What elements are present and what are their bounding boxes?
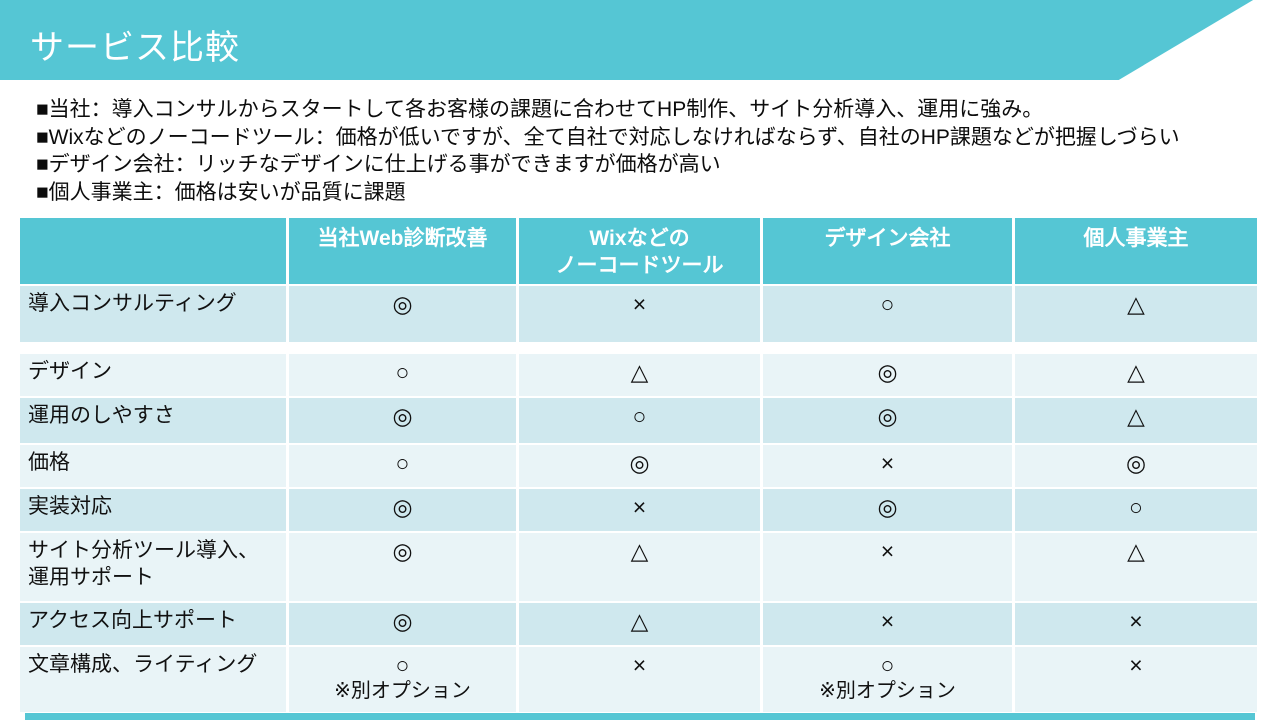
rating-cell: △ — [1015, 286, 1257, 342]
rating-symbol: △ — [630, 608, 649, 634]
rating-symbol: ◎ — [1125, 450, 1147, 476]
rating-symbol: ◎ — [392, 291, 413, 317]
column-header — [20, 218, 289, 284]
comparison-table: 当社Web診断改善 Wixなどの ノーコードツール デザイン会社 個人事業主 導… — [20, 218, 1257, 712]
table-row: 文章構成、ライティング ○ ※別オプション × ○ ※別オプション × — [20, 647, 1257, 712]
rating-symbol: ○ — [1129, 494, 1143, 520]
rating-cell: △ — [519, 533, 763, 601]
table-body: 導入コンサルティング ◎ × ○ △ デザイン ○ △ ◎ △ 運用のしやすさ ◎ ○ ◎ △ 価格 ○ ◎ × ◎ 実… — [20, 286, 1257, 712]
header-band — [0, 0, 1254, 80]
rating-symbol: × — [1129, 608, 1143, 634]
table-row: 運用のしやすさ ◎ ○ ◎ △ — [20, 398, 1257, 445]
row-label: サイト分析ツール導入、運用サポート — [20, 533, 289, 601]
rating-cell: × — [1015, 603, 1257, 645]
rating-symbol: × — [632, 291, 647, 317]
column-header: デザイン会社 — [763, 218, 1015, 284]
rating-symbol: ○ — [395, 450, 410, 476]
rating-symbol: ◎ — [392, 494, 413, 520]
rating-cell: ○ ※別オプション — [763, 647, 1015, 712]
bullet-item: ■デザイン会社：リッチなデザインに仕上げる事ができますが価格が高い — [36, 153, 721, 176]
rating-symbol: ○ — [395, 652, 410, 678]
rating-symbol: △ — [1127, 538, 1145, 564]
table-row: 導入コンサルティング ◎ × ○ △ — [20, 286, 1257, 354]
bullet-item: ■Wixなどのノーコードツール：価格が低いですが、全て自社で対応しなければならず… — [36, 125, 1180, 149]
rating-cell: × — [763, 445, 1015, 487]
rating-symbol: ◎ — [877, 494, 898, 520]
rating-cell: ◎ — [289, 489, 519, 531]
rating-symbol: ◎ — [392, 608, 413, 634]
bullet-item: ■個人事業主：価格は安いが品質に課題 — [36, 180, 406, 204]
rating-cell: ◎ — [289, 398, 519, 443]
column-header: 当社Web診断改善 — [289, 218, 519, 284]
rating-symbol: × — [1129, 652, 1143, 678]
rating-symbol: △ — [1127, 359, 1145, 385]
rating-cell: × — [519, 647, 763, 712]
rating-cell: ◎ — [289, 603, 519, 645]
rating-symbol: △ — [1127, 291, 1145, 317]
rating-symbol: ○ — [632, 403, 647, 429]
row-label: 文章構成、ライティング — [20, 647, 289, 712]
rating-cell: ◎ — [763, 354, 1015, 396]
rating-cell: ○ — [289, 354, 519, 396]
rating-cell: △ — [519, 354, 763, 396]
rating-symbol: ○ — [395, 359, 410, 385]
rating-cell: △ — [519, 603, 763, 645]
row-label: 運用のしやすさ — [20, 398, 289, 443]
row-label: アクセス向上サポート — [20, 603, 289, 645]
rating-cell: × — [763, 533, 1015, 601]
page-title: サービス比較 — [30, 29, 240, 67]
rating-cell: ○ — [1015, 489, 1257, 531]
row-label: デザイン — [20, 354, 289, 396]
rating-cell: ○ — [519, 398, 763, 443]
rating-cell: × — [763, 603, 1015, 645]
rating-cell: ○ ※別オプション — [289, 647, 519, 712]
table-row: サイト分析ツール導入、運用サポート ◎ △ × △ — [20, 533, 1257, 603]
rating-symbol: △ — [1127, 403, 1145, 429]
bullet-item: ■当社：導入コンサルからスタートして各お客様の課題に合わせてHP制作、サイト分析… — [36, 98, 1044, 121]
table-row: 実装対応 ◎ × ◎ ○ — [20, 489, 1257, 533]
rating-symbol: ○ — [880, 652, 895, 678]
row-label: 価格 — [20, 445, 289, 487]
row-label: 実装対応 — [20, 489, 289, 531]
rating-symbol: ◎ — [877, 403, 898, 429]
rating-cell: ◎ — [763, 398, 1015, 443]
rating-cell: × — [519, 489, 763, 531]
rating-cell: ◎ — [1015, 445, 1257, 487]
rating-symbol: ◎ — [392, 403, 413, 429]
column-header: Wixなどの ノーコードツール — [519, 218, 763, 284]
rating-symbol: ◎ — [877, 359, 898, 385]
rating-cell: ◎ — [289, 286, 519, 342]
rating-symbol: △ — [630, 359, 649, 385]
rating-cell: ○ — [289, 445, 519, 487]
table-header-row: 当社Web診断改善 Wixなどの ノーコードツール デザイン会社 個人事業主 — [20, 218, 1257, 286]
rating-symbol: × — [880, 608, 895, 634]
rating-symbol: ○ — [880, 291, 895, 317]
rating-symbol: ◎ — [392, 538, 413, 564]
rating-cell: × — [519, 286, 763, 342]
column-header: 個人事業主 — [1083, 227, 1189, 250]
rating-cell: △ — [1015, 398, 1257, 443]
rating-cell: ◎ — [763, 489, 1015, 531]
rating-cell: ◎ — [519, 445, 763, 487]
row-label: 導入コンサルティング — [20, 286, 289, 342]
bottom-accent-bar — [25, 713, 1255, 720]
rating-symbol: × — [632, 494, 647, 520]
rating-cell: ◎ — [289, 533, 519, 601]
rating-note: ※別オプション — [334, 680, 471, 702]
rating-cell: ○ — [763, 286, 1015, 342]
rating-cell: △ — [1015, 354, 1257, 396]
rating-symbol: × — [880, 538, 895, 564]
rating-symbol: △ — [630, 538, 649, 564]
rating-note: ※別オプション — [819, 680, 956, 702]
table-row: アクセス向上サポート ◎ △ × × — [20, 603, 1257, 647]
rating-symbol: ◎ — [629, 450, 650, 476]
rating-symbol: × — [880, 450, 895, 476]
rating-cell: △ — [1015, 533, 1257, 601]
rating-symbol: × — [632, 652, 647, 678]
rating-cell: × — [1015, 647, 1257, 712]
table-row: デザイン ○ △ ◎ △ — [20, 354, 1257, 398]
bullet-list: ■当社：導入コンサルからスタートして各お客様の課題に合わせてHP制作、サイト分析… — [36, 96, 1266, 206]
table-row: 価格 ○ ◎ × ◎ — [20, 445, 1257, 489]
